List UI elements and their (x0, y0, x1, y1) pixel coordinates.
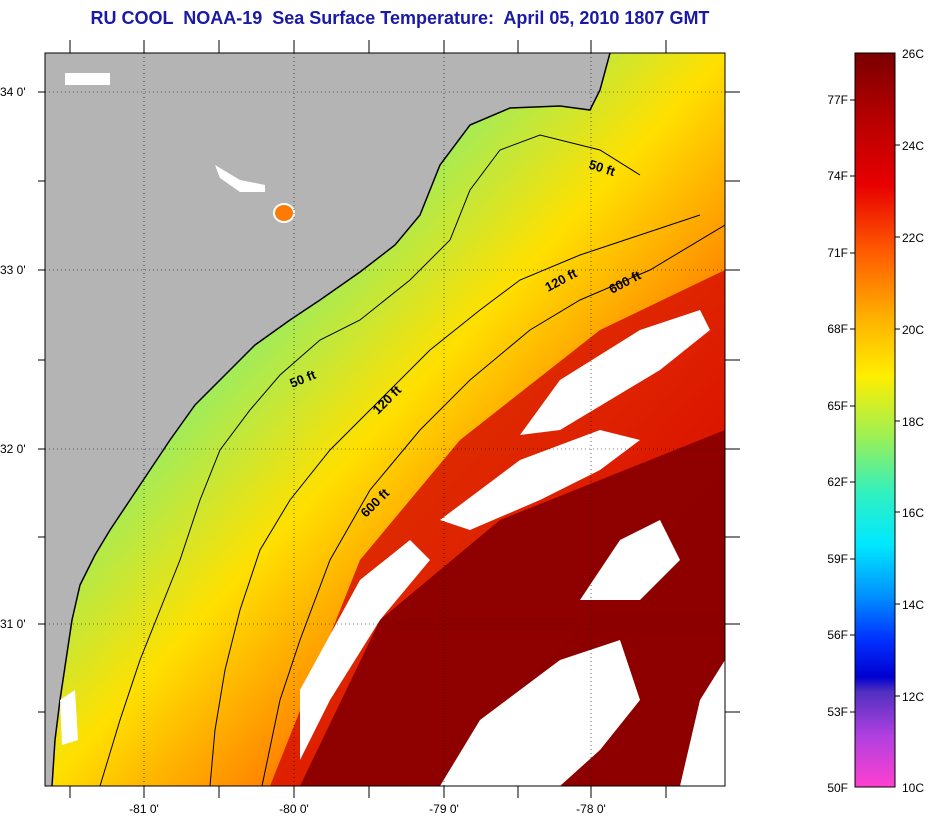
colorbar: 26C 24C 22C 20C 18C 16C 14C 12C 10C 77F … (827, 47, 924, 795)
colorbar-f-label: 71F (827, 246, 848, 260)
cloud-cover (60, 310, 725, 786)
land-mass (45, 53, 610, 786)
lat-label-32: 32 0' (0, 442, 26, 456)
colorbar-f-label: 68F (827, 322, 848, 336)
inland-lake (273, 203, 295, 223)
lon-label-80: -80 0' (279, 802, 309, 816)
lon-label-81: -81 0' (129, 802, 159, 816)
colorbar-c-label: 10C (902, 781, 924, 795)
inland-lake (65, 73, 110, 85)
colorbar-c-label: 14C (902, 598, 924, 612)
colorbar-f-label: 77F (827, 93, 848, 107)
axis-ticks (38, 40, 740, 798)
colorbar-f-label: 59F (827, 552, 848, 566)
contour-600ft-line (261, 224, 725, 786)
colorbar-f-label: 50F (827, 781, 848, 795)
colorbar-c-label: 22C (902, 231, 924, 245)
colorbar-c-label: 12C (902, 690, 924, 704)
colorbar-c-label: 26C (902, 47, 924, 61)
map-title: RU COOL NOAA-19 Sea Surface Temperature:… (90, 8, 710, 28)
inland-lake (215, 165, 265, 192)
contour-50ft-line (99, 134, 641, 786)
colorbar-c-label: 24C (902, 139, 924, 153)
lat-label-31: 31 0' (0, 617, 26, 631)
colorbar-gradient (854, 52, 896, 788)
contour-120ft-line (209, 214, 701, 786)
colorbar-f-label: 62F (827, 475, 848, 489)
colorbar-f-label: 65F (827, 399, 848, 413)
colorbar-f-label: 74F (827, 169, 848, 183)
colorbar-f-label: 56F (827, 628, 848, 642)
lat-label-33: 33 0' (0, 263, 26, 277)
graticule (45, 53, 725, 786)
colorbar-c-label: 16C (902, 506, 924, 520)
coastline (51, 53, 611, 786)
lon-label-78: -78 0' (576, 802, 606, 816)
map-frame (44, 52, 726, 787)
colorbar-f-label: 53F (827, 705, 848, 719)
lon-label-79: -79 0' (429, 802, 459, 816)
lat-label-34: 34 0' (0, 85, 26, 99)
colorbar-c-label: 18C (902, 415, 924, 429)
colorbar-c-label: 20C (902, 323, 924, 337)
